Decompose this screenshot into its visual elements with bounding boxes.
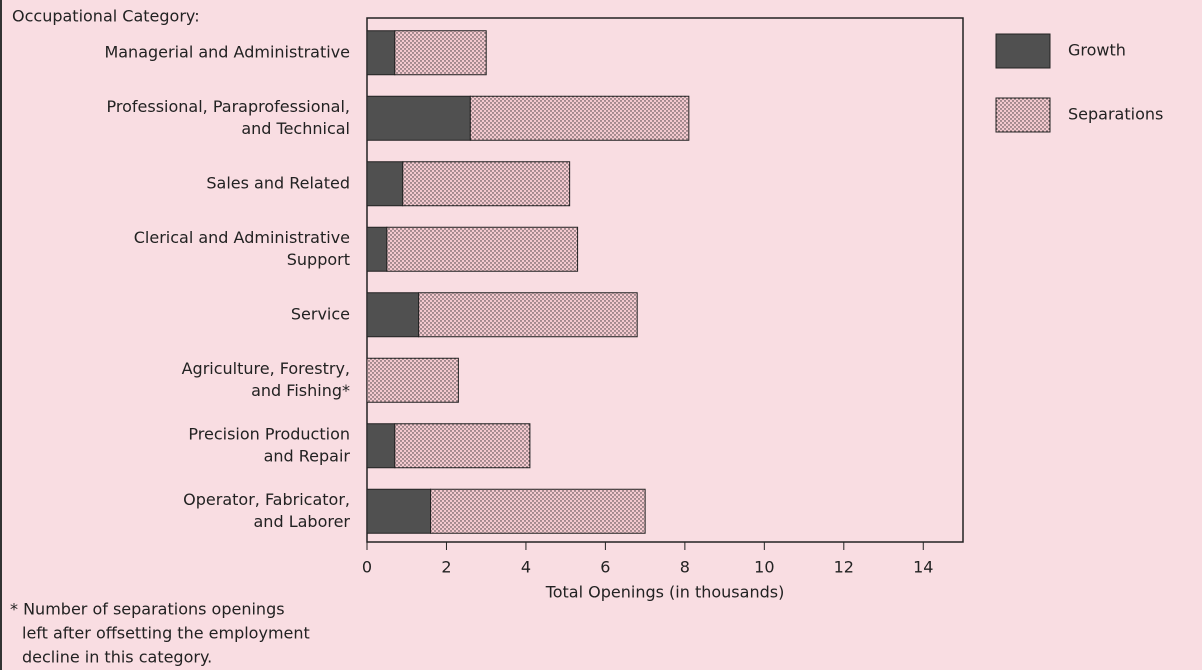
bar-segment <box>366 488 432 534</box>
x-axis-label: Total Openings (in thousands) <box>545 583 785 602</box>
plot-frame <box>366 17 964 543</box>
y-tick-label: Clerical and Administrative <box>134 228 350 247</box>
y-tick-label: Operator, Fabricator, <box>183 490 350 509</box>
bar-segment <box>366 292 420 338</box>
bar-segment <box>469 95 690 141</box>
footnote: * Number of separations openings <box>10 600 285 619</box>
y-tick-label: Agriculture, Forestry, <box>182 359 350 378</box>
legend-label: Separations <box>1068 105 1163 124</box>
bar-segment <box>366 30 396 76</box>
footnote: left after offsetting the employment <box>22 624 310 643</box>
y-tick-label: and Laborer <box>254 512 351 531</box>
bar-segment <box>430 488 646 534</box>
bar-segment <box>366 161 404 207</box>
bar-segment <box>366 423 396 469</box>
bar-segment <box>386 226 579 272</box>
y-tick-label: Support <box>287 250 350 269</box>
y-tick-label: Sales and Related <box>206 173 350 192</box>
y-tick-label: Professional, Paraprofessional, <box>107 97 350 116</box>
x-tick-label: 6 <box>600 558 610 577</box>
bar-segment <box>402 161 571 207</box>
footnote: decline in this category. <box>22 648 212 667</box>
x-tick-label: 14 <box>913 558 933 577</box>
y-tick-label: and Repair <box>264 446 351 465</box>
bar-segment <box>418 292 638 338</box>
bar-segment <box>394 423 531 469</box>
bar-segment <box>366 226 388 272</box>
y-tick-label: Precision Production <box>188 424 350 443</box>
x-tick-label: 12 <box>834 558 854 577</box>
bar-segment <box>366 357 459 403</box>
x-tick-label: 2 <box>441 558 451 577</box>
x-tick-label: 4 <box>521 558 531 577</box>
x-tick-label: 10 <box>754 558 774 577</box>
legend-label: Growth <box>1068 41 1126 60</box>
bar-segment <box>366 95 471 141</box>
bar-segment <box>394 30 487 76</box>
y-tick-label: Managerial and Administrative <box>104 42 350 61</box>
y-tick-label: Service <box>291 304 350 323</box>
legend-swatch <box>995 97 1051 133</box>
x-tick-label: 0 <box>362 558 372 577</box>
x-tick-label: 8 <box>680 558 690 577</box>
y-tick-label: and Technical <box>241 119 350 138</box>
y-tick-label: and Fishing* <box>251 381 350 400</box>
category-heading: Occupational Category: <box>12 7 200 26</box>
legend-swatch <box>995 33 1051 69</box>
